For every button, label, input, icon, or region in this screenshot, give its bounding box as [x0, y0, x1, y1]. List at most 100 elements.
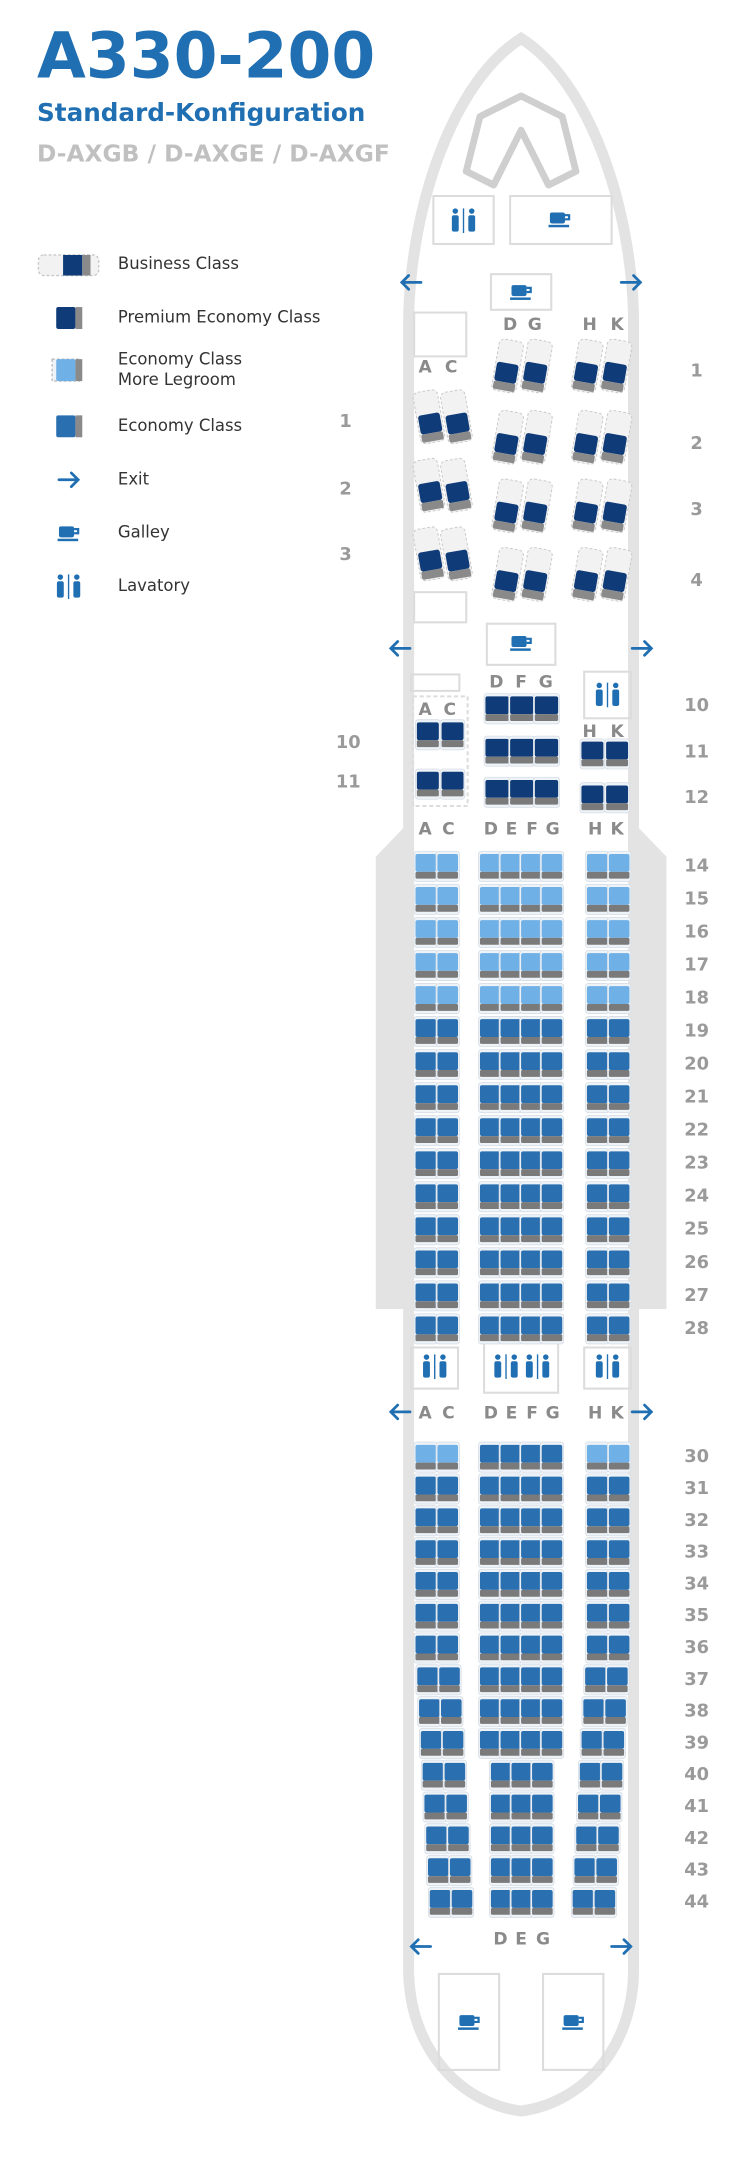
column-letter: G — [546, 1403, 560, 1423]
seat — [585, 1049, 610, 1081]
seat-cushion — [608, 1151, 630, 1170]
seat-cushion — [541, 920, 563, 938]
seat-cushion — [608, 1603, 630, 1622]
seat-base — [492, 380, 516, 392]
seat-base — [500, 1494, 522, 1502]
seat — [435, 949, 460, 981]
seat-base — [608, 871, 630, 879]
seat-base — [479, 1268, 501, 1276]
seat — [539, 1049, 565, 1081]
seat-base — [521, 1202, 542, 1210]
seat — [420, 1759, 445, 1791]
seat-cushion — [608, 1572, 630, 1590]
seat-base — [541, 1621, 563, 1629]
saucer — [548, 224, 570, 228]
seat-base — [521, 1037, 542, 1044]
seat-cushion — [479, 1184, 501, 1203]
seat-base — [521, 1235, 542, 1243]
seat — [607, 1473, 632, 1505]
seat-cushion — [437, 1217, 459, 1236]
seat-base — [583, 1717, 604, 1724]
seat — [426, 1855, 451, 1887]
seat-cushion — [415, 1316, 437, 1335]
seat-cushion — [541, 1184, 563, 1203]
row-number: 10 — [684, 695, 709, 716]
seat-cushion — [511, 1858, 533, 1877]
seat — [607, 1214, 632, 1246]
seat-base — [586, 1202, 608, 1210]
seat-cushion — [500, 1572, 522, 1590]
seat — [435, 850, 460, 882]
seat-base — [608, 1202, 630, 1210]
seat — [539, 1115, 565, 1147]
seat — [498, 1214, 523, 1246]
seat-base — [415, 937, 437, 945]
seat-cushion — [490, 1794, 512, 1813]
business-seat — [412, 526, 446, 582]
seat — [435, 1537, 460, 1569]
seat — [413, 1568, 438, 1600]
seat-cushion — [500, 953, 522, 971]
seat-base — [437, 937, 459, 945]
seat-base — [541, 1653, 563, 1661]
seat-base — [415, 1558, 437, 1565]
seat — [607, 949, 632, 981]
seat-base — [500, 1136, 522, 1143]
seat — [478, 949, 503, 981]
seat — [607, 1441, 632, 1473]
seat-cushion — [532, 1794, 553, 1813]
seat-cushion — [500, 1019, 522, 1038]
seat — [498, 1441, 523, 1473]
seat-base — [437, 1653, 459, 1661]
seat-base — [532, 1876, 553, 1883]
seat — [478, 1082, 503, 1114]
seat-cushion — [415, 1085, 437, 1104]
seat — [435, 1247, 460, 1279]
cup — [549, 212, 565, 224]
seat — [598, 1791, 623, 1823]
seat-cushion — [521, 1085, 542, 1104]
galley-icon — [510, 285, 532, 300]
seat-cushion — [437, 1316, 459, 1335]
seat — [585, 1568, 610, 1600]
column-letter: F — [526, 819, 538, 839]
seat — [539, 1600, 565, 1632]
seat-base — [521, 520, 545, 532]
seat-cushion — [479, 1151, 501, 1170]
seat — [539, 982, 565, 1014]
seat — [424, 1823, 449, 1855]
seat — [539, 883, 565, 915]
column-letter: K — [610, 722, 624, 742]
seat — [435, 883, 460, 915]
seat — [539, 1505, 565, 1537]
seat — [530, 1791, 555, 1823]
seat-cushion — [418, 549, 443, 572]
seat-cushion — [479, 887, 501, 905]
seat — [413, 1148, 438, 1180]
head — [612, 682, 619, 689]
seat — [570, 1886, 596, 1918]
seat-base — [521, 970, 542, 978]
seat — [435, 1473, 460, 1505]
seat-cushion — [541, 1635, 563, 1654]
legend-icon — [75, 307, 83, 329]
seat — [533, 693, 560, 725]
seat-base — [586, 1169, 608, 1177]
seat — [448, 1855, 473, 1887]
seat-base — [521, 1136, 542, 1143]
seat-base — [541, 904, 563, 912]
seat-base — [586, 871, 608, 879]
seat-cushion — [586, 1603, 608, 1622]
seat-base — [586, 1589, 608, 1597]
monuments — [410, 194, 632, 2071]
seat — [435, 1505, 460, 1537]
seat-base — [510, 714, 534, 722]
seat-cushion — [576, 1826, 597, 1845]
seat-base — [415, 1621, 437, 1629]
column-letter: K — [610, 1403, 624, 1423]
seat-cushion — [586, 1085, 608, 1104]
seat-base — [420, 1748, 442, 1756]
seat-cushion — [500, 1603, 522, 1622]
seat — [585, 916, 610, 948]
